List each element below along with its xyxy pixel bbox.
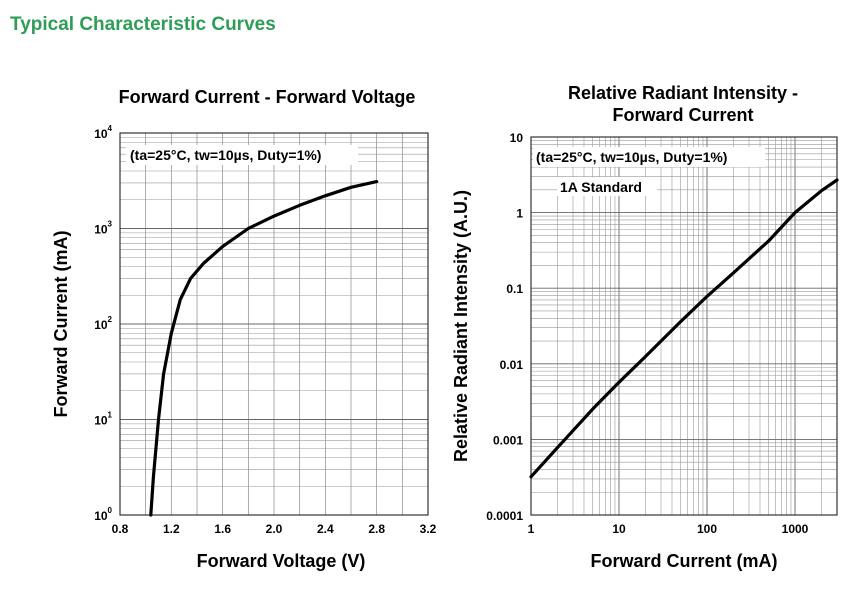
x-tick-label: 0.8 [112, 522, 129, 536]
series-line [149, 180, 379, 517]
annotation-bg [533, 147, 765, 167]
x-axis-label: Forward Current (mA) [590, 551, 777, 571]
y-tick-label: 0.1 [506, 282, 523, 296]
y-tick-label: 10 [510, 131, 524, 145]
y-tick-label: 0.01 [500, 358, 524, 372]
chart-title-line-2: Forward Current [612, 105, 753, 125]
x-tick-label: 1000 [782, 522, 809, 536]
x-tick-label: 1 [528, 522, 535, 536]
chart-title: Forward Current - Forward Voltage [119, 87, 416, 107]
plot-frame [119, 132, 429, 516]
y-tick-label: 0.0001 [486, 509, 523, 523]
x-axis-label: Forward Voltage (V) [197, 551, 366, 571]
standard-annotation: 1A Standard [560, 179, 642, 195]
y-tick-label: 101 [94, 411, 112, 428]
plot-frame [530, 136, 838, 516]
condition-annotation: (ta=25°C, tw=10µs, Duty=1%) [130, 147, 321, 163]
series-line [529, 178, 839, 479]
chart-1: (ta=25°C, tw=10µs, Duty=1%) 0.8 1.2 1.6 2.0 2… [51, 87, 437, 571]
y-tick-label: 102 [94, 315, 112, 332]
x-tick-label: 100 [697, 522, 717, 536]
x-tick-label: 2.0 [266, 522, 283, 536]
chart-2: (ta=25°C, tw=10µs, Duty=1%) 1A Standard 1 1… [451, 83, 839, 571]
annotation-bg [126, 145, 358, 165]
y-axis-label: Forward Current (mA) [51, 230, 71, 417]
condition-annotation: (ta=25°C, tw=10µs, Duty=1%) [536, 149, 727, 165]
x-tick-label: 3.2 [420, 522, 437, 536]
y-tick-label: 104 [94, 124, 112, 141]
page-title: Typical Characteristic Curves [10, 14, 276, 35]
y-tick-label: 0.001 [493, 433, 523, 447]
x-tick-label: 1.6 [214, 522, 231, 536]
annotation-bg [557, 177, 657, 196]
y-tick-label: 100 [94, 506, 112, 523]
x-tick-label: 1.2 [163, 522, 180, 536]
chart-title-line-1: Relative Radiant Intensity - [568, 83, 798, 103]
y-tick-label: 1 [516, 207, 523, 221]
x-tick-label: 2.8 [368, 522, 385, 536]
y-tick-label: 103 [94, 220, 112, 237]
x-tick-label: 2.4 [317, 522, 334, 536]
x-tick-label: 10 [612, 522, 626, 536]
y-axis-label: Relative Radiant Intensity (A.U.) [451, 190, 471, 462]
